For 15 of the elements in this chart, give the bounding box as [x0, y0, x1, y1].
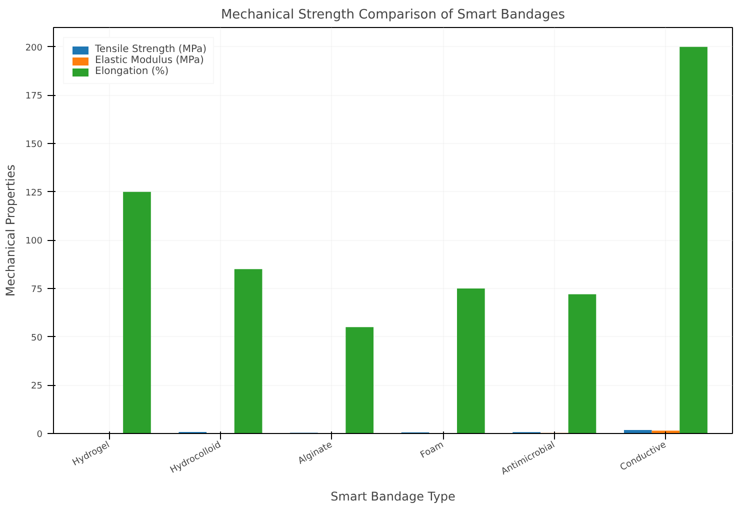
y-tick-label: 125	[25, 188, 43, 198]
y-tick-label: 200	[25, 43, 43, 54]
legend-label: Elongation (%)	[95, 66, 169, 77]
x-axis-title: Smart Bandage Type	[330, 490, 456, 504]
y-tick-label: 175	[25, 92, 43, 102]
y-tick-label: 75	[31, 285, 42, 295]
y-axis-title: Mechanical Properties	[3, 164, 18, 296]
y-tick-label: 150	[25, 140, 43, 150]
y-tick-label: 25	[31, 382, 42, 392]
chart-title: Mechanical Strength Comparison of Smart Bandages	[220, 8, 566, 22]
y-tick-label: 0	[36, 430, 43, 440]
y-tick-label: 100	[25, 236, 43, 247]
y-tick-label: 50	[31, 333, 43, 344]
legend-label: Elastic Modulus (MPa)	[95, 55, 204, 66]
legend-label: Tensile Strength (MPa)	[95, 44, 207, 55]
